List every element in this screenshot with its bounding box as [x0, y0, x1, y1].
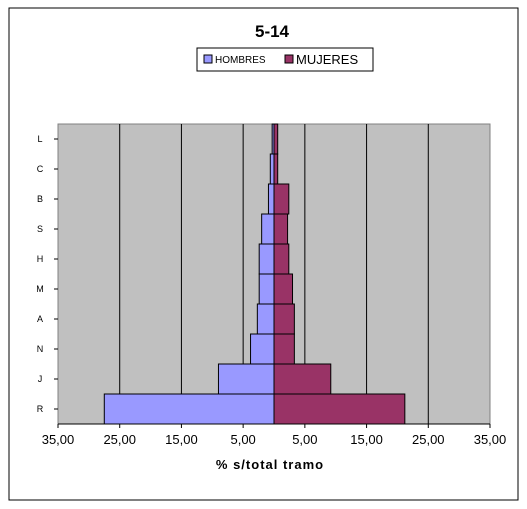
- bar-mujeres: [273, 123, 279, 155]
- category-label: N: [37, 344, 44, 354]
- bar-hombres: [267, 183, 275, 215]
- category-label: B: [37, 194, 43, 204]
- bar-hombres: [269, 153, 275, 185]
- x-tick-label: 35,00: [474, 432, 507, 447]
- bar-mujeres: [273, 303, 295, 335]
- x-tick-label: 15,00: [350, 432, 383, 447]
- legend-swatch-mujeres: [284, 54, 294, 64]
- x-axis-label: % s/total tramo: [216, 457, 324, 472]
- x-tick-label: 5,00: [230, 432, 255, 447]
- bar-mujeres: [273, 363, 332, 395]
- bar-hombres: [256, 303, 275, 335]
- bar-hombres: [250, 333, 275, 365]
- category-label: C: [37, 164, 44, 174]
- category-label: J: [38, 374, 43, 384]
- legend: HOMBRES MUJERES: [196, 47, 374, 72]
- category-label: A: [37, 314, 43, 324]
- bar-hombres: [261, 213, 275, 245]
- category-labels: R J N A M H S B C L: [36, 134, 58, 414]
- bar-mujeres: [273, 183, 290, 215]
- bar-hombres: [258, 273, 275, 305]
- category-label: S: [37, 224, 43, 234]
- bar-mujeres: [273, 333, 295, 365]
- x-tick-label: 15,00: [165, 432, 198, 447]
- bar-mujeres: [273, 213, 289, 245]
- x-tick-label: 5,00: [292, 432, 317, 447]
- legend-swatch-hombres: [203, 54, 213, 64]
- x-tick-label: 25,00: [412, 432, 445, 447]
- bar-hombres: [217, 363, 275, 395]
- category-label: R: [37, 404, 44, 414]
- bar-mujeres: [273, 273, 294, 305]
- legend-label-mujeres: MUJERES: [296, 52, 358, 67]
- category-label: H: [37, 254, 44, 264]
- x-tick-labels: 35,00 25,00 15,00 5,00 5,00 15,00 25,00 35,00: [42, 432, 507, 447]
- bar-hombres: [103, 393, 275, 425]
- bar-hombres: [258, 243, 275, 275]
- bar-mujeres: [273, 393, 406, 425]
- x-tick-label: 35,00: [42, 432, 75, 447]
- legend-label-hombres: HOMBRES: [215, 55, 266, 66]
- bar-mujeres: [273, 243, 290, 275]
- category-label: M: [36, 284, 44, 294]
- chart-title: 5-14: [255, 22, 290, 41]
- bars: [103, 123, 406, 425]
- category-label: L: [37, 134, 42, 144]
- x-tick-label: 25,00: [103, 432, 136, 447]
- bar-mujeres: [273, 153, 279, 185]
